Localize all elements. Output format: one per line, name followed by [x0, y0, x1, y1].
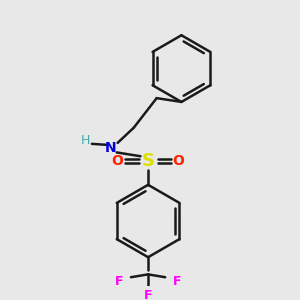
Text: F: F: [115, 275, 124, 289]
Text: N: N: [105, 141, 117, 155]
Text: S: S: [142, 152, 154, 170]
Text: F: F: [172, 275, 181, 289]
Text: O: O: [112, 154, 124, 168]
Text: H: H: [80, 134, 90, 148]
Text: F: F: [144, 289, 152, 300]
Text: O: O: [172, 154, 184, 168]
